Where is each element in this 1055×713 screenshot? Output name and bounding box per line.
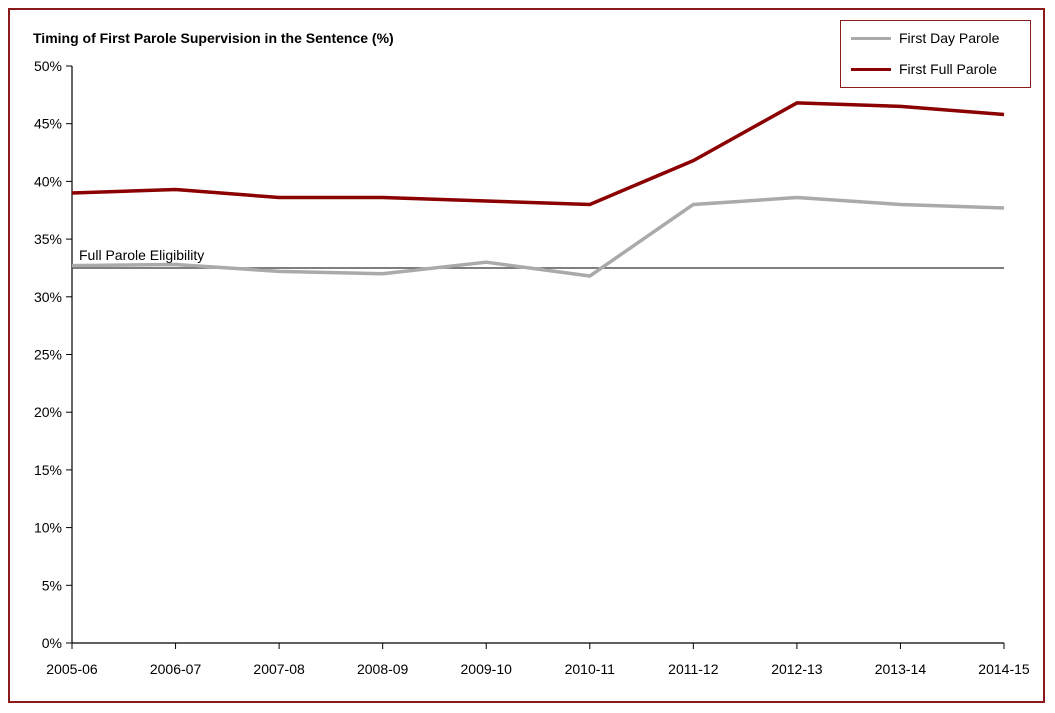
y-tick-label: 35% — [34, 231, 62, 247]
series-line-first-day-parole — [71, 195, 1005, 278]
legend-label: First Day Parole — [899, 30, 1000, 46]
legend-item-first-day-parole: First Day Parole — [851, 30, 999, 46]
x-tick-label: 2005-06 — [46, 661, 98, 677]
x-tick-label: 2009-10 — [461, 661, 513, 677]
reference-line-label: Full Parole Eligibility — [79, 247, 204, 263]
legend-label: First Full Parole — [899, 61, 998, 77]
y-tick-label: 30% — [34, 289, 62, 305]
y-tick-label: 15% — [34, 462, 62, 478]
y-tick-label: 5% — [42, 577, 62, 593]
series-lines: Full Parole Eligibility — [71, 101, 1005, 278]
x-tick-label: 2011-12 — [668, 661, 719, 677]
y-tick-label: 0% — [42, 635, 62, 651]
y-tick-label: 25% — [34, 347, 62, 363]
x-tick-label: 2006-07 — [150, 661, 202, 677]
y-tick-label: 45% — [34, 116, 62, 132]
y-tick-label: 20% — [34, 404, 62, 420]
y-tick-label: 50% — [34, 58, 62, 74]
x-tick-label: 2008-09 — [357, 661, 409, 677]
chart-frame — [8, 8, 1045, 703]
series-line-first-full-parole — [71, 101, 1005, 207]
axes: 0% 5% 10% 15% 20% 25% 30% 35% 40% 45% 50% 2005-06 20… — [34, 58, 1030, 677]
chart-title: Timing of First Parole Supervision in th… — [33, 30, 394, 46]
x-tick-label: 2012-13 — [771, 661, 823, 677]
legend-swatch — [851, 67, 891, 71]
x-tick-label: 2013-14 — [875, 661, 927, 677]
y-tick-label: 40% — [34, 173, 62, 189]
x-tick-label: 2010-11 — [565, 661, 616, 677]
x-tick-label: 2014-15 — [978, 661, 1030, 677]
legend-swatch — [851, 36, 891, 40]
legend: First Day Parole First Full Parole — [840, 20, 1031, 88]
legend-item-first-full-parole: First Full Parole — [851, 61, 997, 77]
x-tick-label: 2007-08 — [253, 661, 305, 677]
y-tick-label: 10% — [34, 520, 62, 536]
